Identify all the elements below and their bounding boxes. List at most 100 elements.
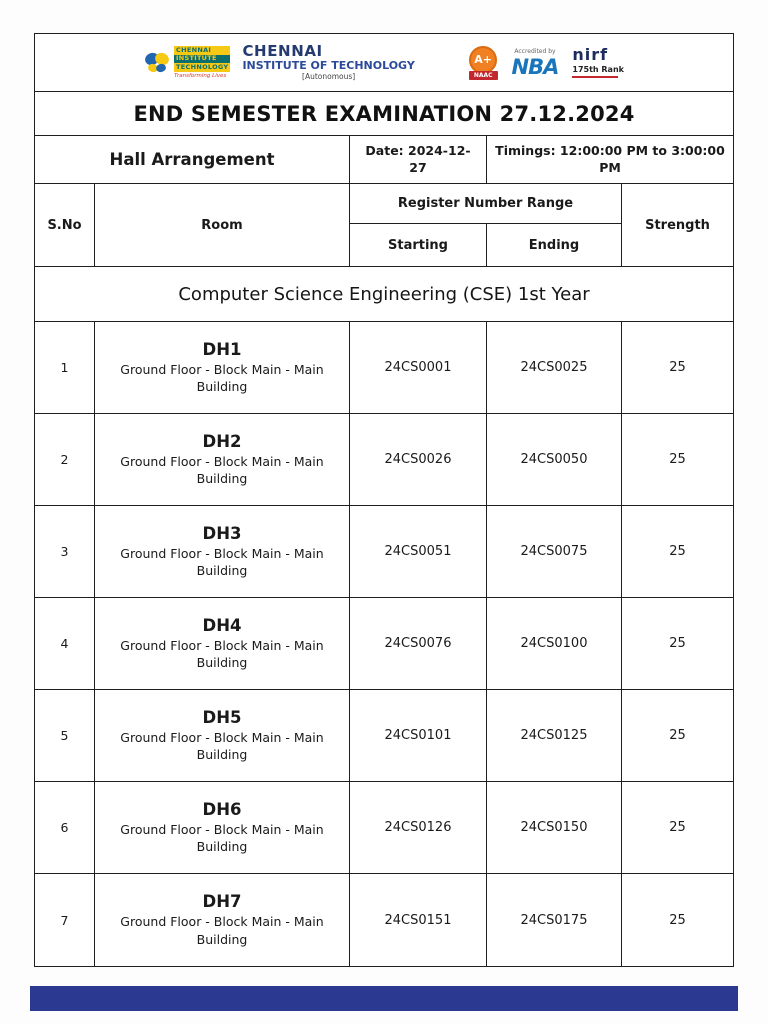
exam-hall-document: CHENNAI INSTITUTE TECHNOLOGY Transformin… [34, 33, 734, 967]
row-sno: 6 [35, 782, 95, 873]
register-ending: 24CS0150 [487, 782, 622, 873]
row-sno: 2 [35, 414, 95, 505]
hall-name: DH2 [202, 431, 242, 451]
hall-location: Ground Floor - Block Main - Main Buildin… [120, 637, 324, 671]
strength-value: 25 [669, 544, 686, 559]
strength-value: 25 [669, 452, 686, 467]
section-title: Computer Science Engineering (CSE) 1st Y… [178, 283, 590, 305]
row-sno: 7 [35, 874, 95, 966]
strength-value: 25 [669, 360, 686, 375]
table-row: 1 DH1 Ground Floor - Block Main - Main B… [35, 322, 733, 414]
column-header-ending: Ending [528, 237, 580, 253]
column-header-register-group: Register Number Range Starting Ending [350, 184, 622, 266]
table-row: 2 DH2 Ground Floor - Block Main - Main B… [35, 414, 733, 506]
register-starting: 24CS0001 [350, 322, 487, 413]
room-cell: DH1 Ground Floor - Block Main - Main Bui… [95, 322, 350, 413]
cit-logo-text: CHENNAI INSTITUTE TECHNOLOGY Transformin… [174, 46, 231, 79]
room-cell: DH5 Ground Floor - Block Main - Main Bui… [95, 690, 350, 781]
institute-name-line2: INSTITUTE OF TECHNOLOGY [242, 58, 415, 72]
naac-badge: A+ NAAC [468, 45, 498, 80]
register-starting: 24CS0076 [350, 598, 487, 689]
naac-grade-icon: A+ [469, 45, 498, 74]
row-sno: 3 [35, 506, 95, 597]
room-cell: DH7 Ground Floor - Block Main - Main Bui… [95, 874, 350, 966]
hall-location: Ground Floor - Block Main - Main Buildin… [120, 729, 324, 763]
table-body: 1 DH1 Ground Floor - Block Main - Main B… [35, 322, 733, 966]
hall-name: DH4 [202, 615, 242, 635]
exam-date: Date: 2024-12-27 [350, 136, 487, 183]
column-header-register-range: Register Number Range [350, 184, 621, 224]
hall-location: Ground Floor - Block Main - Main Buildin… [120, 821, 324, 855]
register-ending: 24CS0175 [487, 874, 622, 966]
institute-name-line1: CHENNAI [242, 42, 323, 61]
room-cell: DH3 Ground Floor - Block Main - Main Bui… [95, 506, 350, 597]
hall-location: Ground Floor - Block Main - Main Buildin… [120, 361, 324, 395]
register-starting: 24CS0051 [350, 506, 487, 597]
exam-timings: Timings: 12:00:00 PM to 3:00:00 PM [495, 142, 725, 175]
column-header-room: Room [95, 184, 350, 266]
nba-logo: Accredited by NBA [511, 47, 560, 79]
table-row: 6 DH6 Ground Floor - Block Main - Main B… [35, 782, 733, 874]
table-row: 3 DH3 Ground Floor - Block Main - Main B… [35, 506, 733, 598]
hall-arrangement-label: Hall Arrangement [35, 136, 350, 183]
hall-location: Ground Floor - Block Main - Main Buildin… [120, 453, 324, 487]
strength-value: 25 [669, 728, 686, 743]
room-cell: DH6 Ground Floor - Block Main - Main Bui… [95, 782, 350, 873]
hall-location: Ground Floor - Block Main - Main Buildin… [120, 545, 324, 579]
row-sno: 4 [35, 598, 95, 689]
table-row: 4 DH4 Ground Floor - Block Main - Main B… [35, 598, 733, 690]
strength-value: 25 [669, 912, 686, 928]
hall-name: DH3 [202, 523, 242, 543]
column-header-strength: Strength [645, 217, 710, 233]
butterfly-icon [145, 52, 169, 72]
register-starting: 24CS0126 [350, 782, 487, 873]
page-title: END SEMESTER EXAMINATION 27.12.2024 [133, 101, 635, 126]
register-ending: 24CS0125 [487, 690, 622, 781]
accreditation-badges: A+ NAAC Accredited by NBA nirf 175th Ran… [468, 45, 624, 80]
column-header-starting: Starting [350, 224, 487, 266]
table-row: 5 DH5 Ground Floor - Block Main - Main B… [35, 690, 733, 782]
row-sno: 5 [35, 690, 95, 781]
naac-label: NAAC [468, 70, 498, 80]
strength-value: 25 [669, 636, 686, 651]
hall-name: DH1 [202, 339, 242, 359]
row-sno: 1 [35, 322, 95, 413]
register-ending: 24CS0050 [487, 414, 622, 505]
cit-logo-line3: TECHNOLOGY [174, 62, 231, 72]
header-branding: CHENNAI INSTITUTE TECHNOLOGY Transformin… [35, 34, 733, 92]
register-starting: 24CS0151 [350, 874, 487, 966]
institute-name: CHENNAI INSTITUTE OF TECHNOLOGY [Autonom… [242, 43, 414, 81]
nba-logo-text: NBA [511, 54, 560, 79]
column-header-sno: S.No [35, 184, 95, 266]
strength-value: 25 [669, 820, 686, 835]
room-cell: DH4 Ground Floor - Block Main - Main Bui… [95, 598, 350, 689]
title-row: END SEMESTER EXAMINATION 27.12.2024 [35, 92, 733, 136]
nirf-logo: nirf 175th Rank [572, 47, 624, 78]
cit-logo-line2: INSTITUTE [174, 54, 231, 64]
hall-name: DH7 [202, 892, 242, 911]
hall-name: DH6 [202, 799, 242, 819]
section-row: Computer Science Engineering (CSE) 1st Y… [35, 267, 733, 322]
cit-logo-tagline: Transforming Lives [174, 72, 227, 79]
room-cell: DH2 Ground Floor - Block Main - Main Bui… [95, 414, 350, 505]
hall-name: DH5 [202, 707, 242, 727]
register-subheaders: Starting Ending [350, 224, 621, 266]
naac-grade: A+ [474, 53, 493, 66]
nirf-logo-text: nirf [572, 45, 609, 64]
nirf-rank-label: 175th Rank [572, 64, 624, 74]
footer-bar [30, 986, 738, 1011]
register-ending: 24CS0075 [487, 506, 622, 597]
institute-autonomous-label: [Autonomous] [302, 72, 356, 82]
accredited-by-label: Accredited by [514, 47, 556, 55]
table-header-row: S.No Room Register Number Range Starting… [35, 184, 733, 267]
register-ending: 24CS0025 [487, 322, 622, 413]
register-starting: 24CS0101 [350, 690, 487, 781]
cit-logo: CHENNAI INSTITUTE TECHNOLOGY Transformin… [144, 46, 231, 79]
hall-location: Ground Floor - Block Main - Main Buildin… [120, 914, 324, 947]
register-ending: 24CS0100 [487, 598, 622, 689]
meta-row: Hall Arrangement Date: 2024-12-27 Timing… [35, 136, 733, 184]
table-row: 7 DH7 Ground Floor - Block Main - Main B… [35, 874, 733, 966]
nirf-accent-bar [572, 75, 619, 78]
register-starting: 24CS0026 [350, 414, 487, 505]
cit-logo-line1: CHENNAI [174, 46, 231, 55]
